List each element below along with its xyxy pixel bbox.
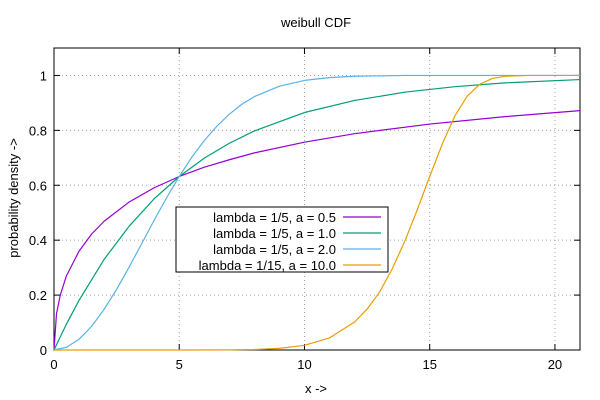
- x-tick-label: 5: [176, 357, 183, 372]
- x-tick-label: 15: [422, 357, 436, 372]
- grid-lines: [54, 48, 580, 350]
- y-tick-label: 0.4: [29, 233, 47, 248]
- y-axis-label: probability density ->: [6, 138, 21, 258]
- legend-box: [175, 206, 389, 273]
- plot-area-border: [53, 47, 581, 351]
- y-tick-label: 0.6: [29, 178, 47, 193]
- series-line-2: [53, 78, 581, 351]
- legend-label-2: lambda = 1/5, a = 1.0: [213, 226, 336, 241]
- axis-ticks: 0 5 10 15 20 0 0.2 0.4 0.6 0.8 1: [29, 48, 580, 372]
- legend-label-3: lambda = 1/5, a = 2.0: [213, 242, 336, 257]
- y-tick-label: 1: [40, 68, 47, 83]
- y-tick-label: 0.8: [29, 123, 47, 138]
- series-lines: [53, 74, 581, 351]
- x-axis-label: x ->: [305, 381, 327, 396]
- series-line-1: [53, 110, 581, 351]
- y-tick-label: 0.2: [29, 288, 47, 303]
- y-tick-label: 0: [40, 343, 47, 358]
- chart-title: weibull CDF: [280, 15, 351, 30]
- legend-label-4: lambda = 1/15, a = 10.0: [199, 258, 336, 273]
- legend-label-1: lambda = 1/5, a = 0.5: [213, 210, 336, 225]
- x-tick-label: 10: [297, 357, 311, 372]
- series-line-3: [53, 74, 580, 351]
- x-tick-label: 20: [548, 357, 562, 372]
- series-line-4: [54, 74, 580, 351]
- x-tick-label: 0: [50, 357, 57, 372]
